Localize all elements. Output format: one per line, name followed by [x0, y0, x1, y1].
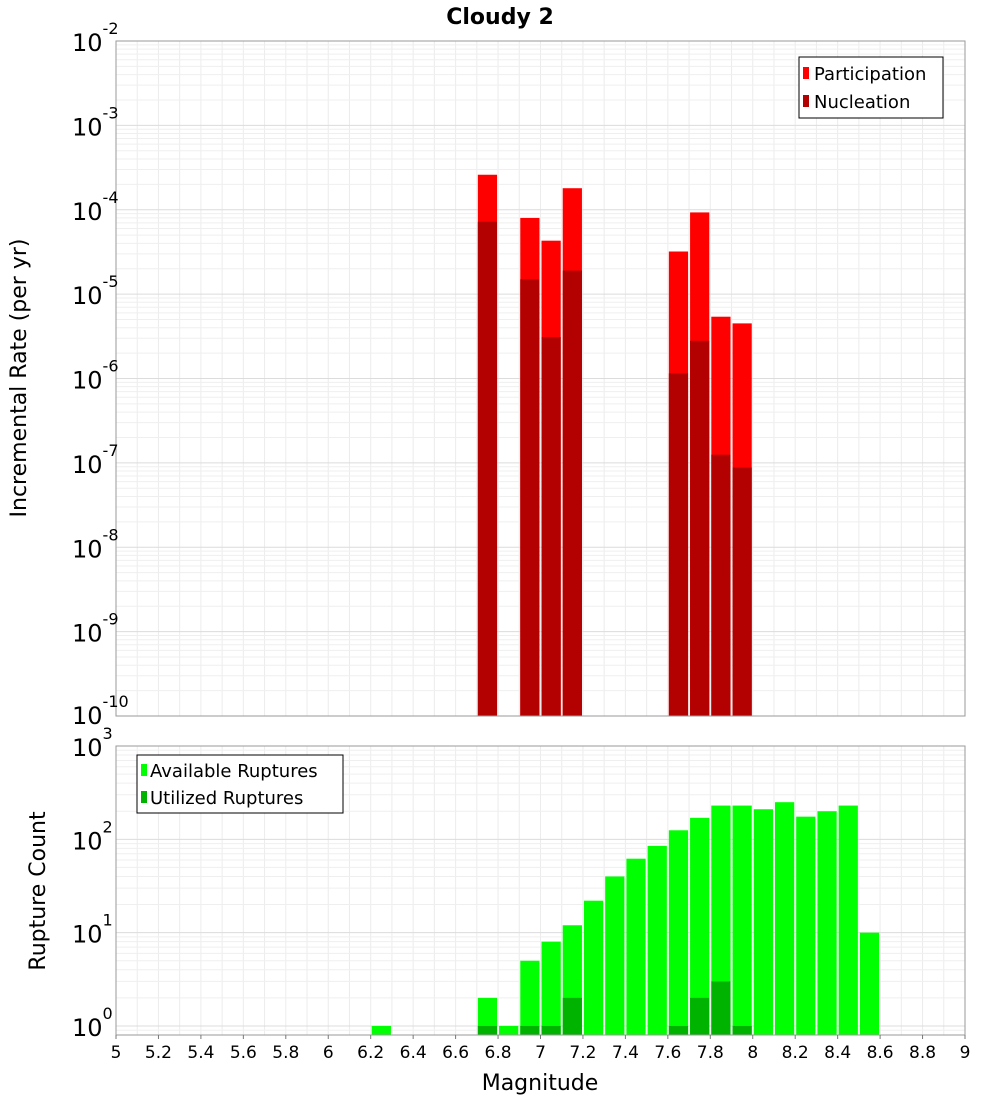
utilized-ruptures-bar [562, 997, 582, 1035]
nucleation-bar [690, 340, 710, 716]
legend-nucleation-swatch [803, 95, 809, 107]
utilized-ruptures-bar [711, 981, 731, 1035]
available-ruptures-bar [477, 997, 498, 1035]
legend-nucleation-label: Nucleation [814, 92, 910, 113]
count-legend: Available Ruptures Utilized Ruptures [136, 754, 344, 814]
x-tick-label: 8 [747, 1043, 758, 1063]
utilized-ruptures-bar [541, 1025, 561, 1035]
available-ruptures-bar [753, 809, 773, 1035]
x-tick-label: 9 [960, 1043, 971, 1063]
y-tick-label: 10-3 [72, 103, 119, 141]
nucleation-bar [541, 337, 561, 716]
count-y-axis-label: Rupture Count [26, 811, 51, 971]
legend-available-label: Available Ruptures [150, 761, 318, 782]
rate-plot-grid [115, 41, 966, 717]
x-tick-label: 8.4 [824, 1043, 851, 1063]
legend-utilized-label: Utilized Ruptures [150, 788, 303, 809]
available-ruptures-bar [499, 1025, 519, 1035]
available-ruptures-bar [626, 858, 646, 1035]
nucleation-bar [520, 279, 540, 716]
x-tick-label: 5.8 [272, 1043, 299, 1063]
y-tick-label: 10-7 [72, 441, 119, 479]
x-tick-label: 5.2 [145, 1043, 172, 1063]
chart-title: Cloudy 2 [446, 5, 554, 30]
available-ruptures-bar [605, 876, 625, 1035]
nucleation-bar [732, 467, 752, 716]
y-tick-label: 10-9 [72, 610, 119, 648]
x-axis-ticks: 5 5.2 5.4 5.6 5.8 6 6.2 6.4 6.6 6.8 7 7.2 7.4 7.6 7.8 8… [111, 1035, 971, 1063]
x-tick-label: 6.8 [485, 1043, 512, 1063]
legend-participation-label: Participation [814, 64, 926, 85]
count-legend-box [136, 754, 344, 814]
x-axis-label: Magnitude [482, 1071, 599, 1096]
x-tick-label: 6.4 [400, 1043, 427, 1063]
available-ruptures-bar [796, 816, 816, 1035]
x-tick-label: 7.4 [612, 1043, 639, 1063]
x-tick-label: 6.6 [442, 1043, 469, 1063]
available-ruptures-bar [520, 960, 540, 1035]
y-tick-label: 100 [72, 1004, 113, 1042]
x-tick-label: 5 [111, 1043, 122, 1063]
nucleation-bar [477, 221, 498, 716]
x-tick-label: 7.8 [697, 1043, 724, 1063]
y-tick-label: 10-2 [72, 19, 119, 57]
x-tick-label: 5.6 [230, 1043, 257, 1063]
available-ruptures-bar [690, 817, 710, 1035]
utilized-ruptures-bar [668, 1025, 689, 1035]
x-tick-label: 6 [323, 1043, 334, 1063]
x-tick-label: 8.6 [867, 1043, 894, 1063]
y-tick-label: 10-6 [72, 357, 119, 395]
available-ruptures-bar [711, 805, 731, 1035]
y-tick-label: 101 [72, 911, 113, 949]
y-tick-label: 10-5 [72, 272, 119, 310]
available-ruptures-bar [859, 932, 880, 1035]
available-ruptures-bar [647, 845, 667, 1035]
rate-legend: Participation Nucleation [798, 56, 944, 119]
legend-utilized-swatch [141, 791, 147, 803]
x-tick-label: 7.6 [654, 1043, 681, 1063]
rate-y-axis-label: Incremental Rate (per yr) [7, 239, 32, 518]
utilized-ruptures-bar [732, 1025, 752, 1035]
utilized-ruptures-bar [477, 1025, 498, 1035]
available-ruptures-bar [774, 802, 795, 1035]
nucleation-bar [562, 270, 582, 716]
legend-participation-swatch [803, 67, 809, 79]
available-ruptures-bar [668, 830, 689, 1035]
x-tick-label: 8.8 [909, 1043, 936, 1063]
count-plot-bars [371, 802, 880, 1035]
legend-available-swatch [141, 764, 147, 776]
nucleation-bar [668, 373, 689, 716]
y-tick-label: 10-4 [72, 188, 119, 226]
x-tick-label: 6.2 [357, 1043, 384, 1063]
x-tick-label: 5.4 [187, 1043, 214, 1063]
rate-legend-box [798, 56, 944, 119]
x-tick-label: 7 [535, 1043, 546, 1063]
available-ruptures-bar [541, 941, 561, 1035]
available-ruptures-bar [838, 805, 858, 1035]
available-ruptures-bar [583, 900, 604, 1035]
utilized-ruptures-bar [520, 1025, 540, 1035]
available-ruptures-bar [732, 805, 752, 1035]
available-ruptures-bar [371, 1025, 391, 1035]
y-tick-label: 102 [72, 817, 113, 855]
x-tick-label: 8.2 [782, 1043, 809, 1063]
available-ruptures-bar [817, 811, 837, 1035]
rate-plot-frame [115, 40, 966, 717]
y-tick-label: 10-8 [72, 525, 119, 563]
rate-plot-bars [477, 174, 752, 717]
nucleation-bar [711, 454, 731, 716]
x-tick-label: 7.2 [569, 1043, 596, 1063]
utilized-ruptures-bar [690, 997, 710, 1035]
